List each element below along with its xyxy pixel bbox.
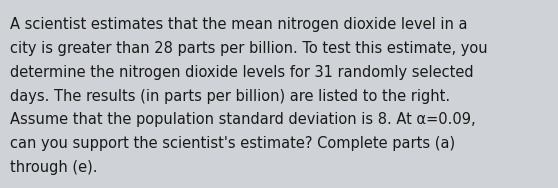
Text: A scientist estimates that the mean nitrogen dioxide level in a: A scientist estimates that the mean nitr… xyxy=(10,17,468,32)
Text: through (e).: through (e). xyxy=(10,160,98,175)
Text: Assume that the population standard deviation is 8. At α=0.09​,: Assume that the population standard devi… xyxy=(10,112,475,127)
Text: can you support the scientist's estimate? Complete parts (a): can you support the scientist's estimate… xyxy=(10,136,455,151)
Text: days. The results​ (in parts per​ billion) are listed to the right.: days. The results​ (in parts per​ billio… xyxy=(10,89,450,104)
Text: city is greater than 28 parts per billion. To test this​ estimate, you: city is greater than 28 parts per billio… xyxy=(10,41,488,56)
Text: determine the nitrogen dioxide levels for 31 randomly selected: determine the nitrogen dioxide levels fo… xyxy=(10,65,474,80)
